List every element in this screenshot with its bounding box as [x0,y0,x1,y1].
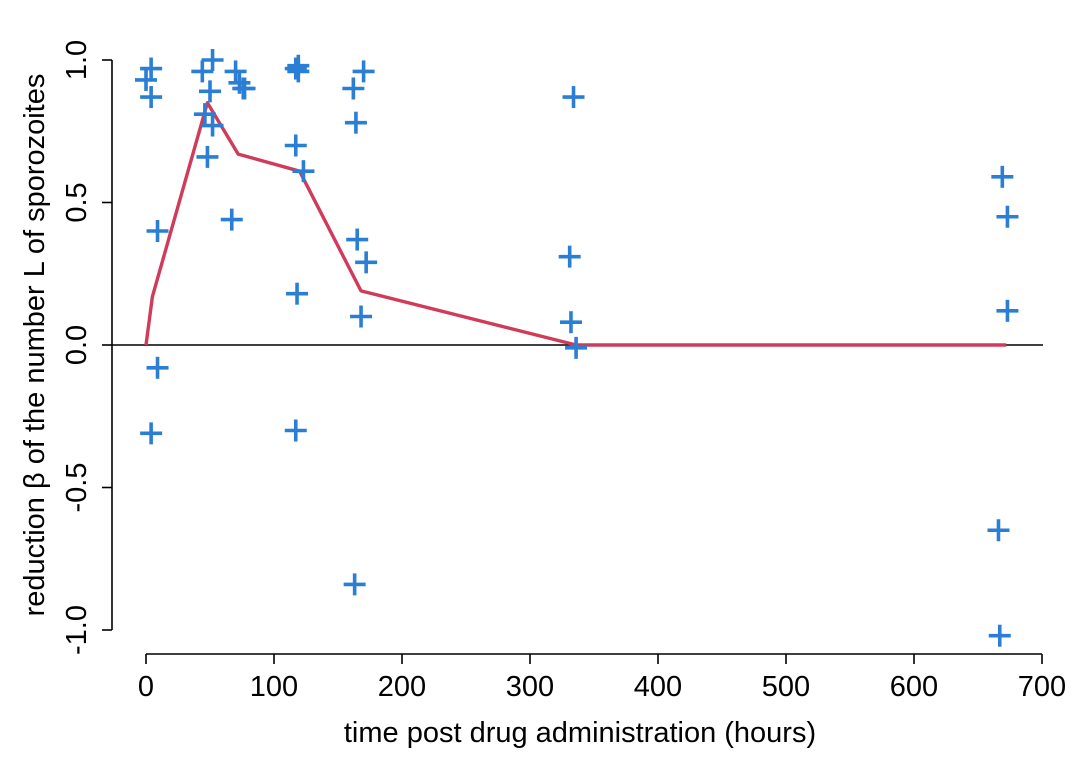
scatter-point [987,519,1010,542]
scatter-point [352,60,375,83]
scatter-point [988,624,1011,647]
scatter-point [140,422,163,445]
fitted-line-series [144,101,1007,347]
scatter-point [191,60,214,83]
x-tick-label: 300 [506,671,554,703]
x-axis: 0 100 200 300 400 500 600 700 [138,653,1066,703]
scatter-point [350,305,373,328]
scatter-point [558,245,581,268]
scatter-point [355,251,378,274]
scatter-point [559,311,582,334]
scatter-point [193,103,216,126]
scatter-point [146,220,169,242]
scatter-point [562,86,585,109]
y-tick-label: 0.0 [61,325,93,365]
scatter-point [287,60,310,83]
scatter-point [201,114,224,137]
y-tick-label: -1.0 [61,605,93,655]
scatter-point [996,299,1019,322]
x-tick-label: 200 [378,671,426,703]
x-tick-label: 400 [634,671,682,703]
scatter-point [228,71,251,94]
scatter-point [343,573,366,596]
fitted-line [144,101,1007,347]
x-tick-label: 700 [1018,671,1066,703]
scatter-point-series [135,49,1019,647]
scatter-point [233,77,256,100]
scatter-point [292,160,315,183]
scatter-point [146,356,169,379]
scatter-point [344,111,367,134]
y-tick-label: 1.0 [61,40,93,80]
x-tick-label: 0 [138,671,154,703]
x-axis-title: time post drug administration (hours) [344,717,816,749]
y-tick-label: -0.5 [61,463,93,513]
scatter-point [565,336,588,359]
y-tick-label: 0.5 [61,182,93,222]
y-axis-title: reduction β of the number L of sporozoit… [19,74,51,617]
scatter-point [286,282,309,305]
scatter-point [284,134,307,157]
scatter-point [196,145,219,168]
scatter-point [224,60,247,83]
scatter-point [991,165,1014,188]
y-axis: -1.0 -0.5 0.0 0.5 1.0 [61,40,113,655]
scatter-point [346,228,369,251]
x-tick-label: 500 [762,671,810,703]
plot-area [112,49,1043,647]
scatter-point [140,57,163,80]
scatter-point [135,68,157,91]
scatter-point [140,86,163,109]
x-tick-label: 100 [250,671,298,703]
x-tick-label: 600 [890,671,938,703]
scatter-point [199,80,221,103]
scatter-point [220,208,243,231]
scatter-point [284,419,307,442]
scatter-point [201,49,224,71]
scatter-point [284,57,307,80]
scatter-point [342,77,365,100]
scatter-point [996,205,1019,228]
